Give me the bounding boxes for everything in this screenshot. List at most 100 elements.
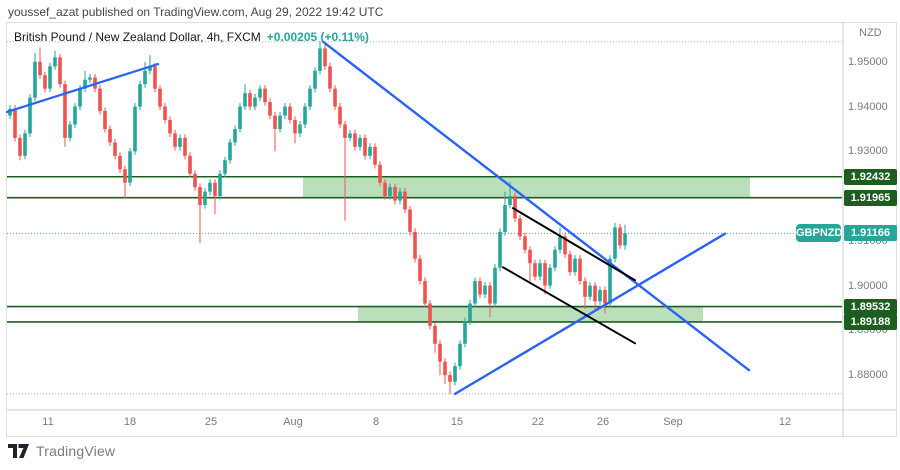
price-label-1.89532: 1.89532 (844, 298, 897, 315)
time-tick-Aug: Aug (283, 416, 303, 428)
candle-body (318, 48, 322, 71)
candle-body (493, 267, 497, 304)
candle-body (373, 146, 377, 165)
candle-body (508, 196, 512, 206)
candle-body (583, 281, 587, 297)
candle-body (308, 88, 312, 107)
candle-body (453, 366, 457, 382)
candle-body (203, 191, 207, 206)
candle-body (348, 133, 352, 138)
candle-body (243, 93, 247, 107)
time-tick-11: 11 (42, 416, 54, 428)
candle-body (533, 263, 537, 277)
candle-body (188, 155, 192, 174)
candle-body (133, 106, 137, 152)
candle-body (338, 106, 342, 125)
time-axis[interactable]: 11 18 25 Aug 8 15 22 26 Sep 12 (6, 410, 897, 437)
candle-body (328, 66, 332, 89)
candle-body (233, 128, 237, 143)
time-tick-12: 12 (778, 416, 792, 428)
candle-body (523, 236, 527, 250)
candle-body (43, 75, 47, 89)
price-label-1.91166: 1.91166 (844, 225, 897, 242)
time-tick-Sep: Sep (663, 416, 683, 428)
candle-body (48, 66, 52, 89)
candle-body (193, 173, 197, 188)
candle-body (528, 249, 532, 264)
candle-body (418, 258, 422, 282)
candle-body (353, 133, 357, 147)
candle-body (123, 169, 127, 183)
footer: TradingView (8, 443, 115, 459)
candle-body (213, 182, 217, 197)
candle-body (153, 66, 157, 89)
time-tick-22: 22 (531, 416, 545, 428)
candle-body (218, 173, 222, 197)
zone-fill-0 (303, 176, 750, 198)
major-descending-blue (321, 40, 751, 372)
candle-body (148, 66, 152, 71)
candle-body (293, 120, 297, 134)
candle-body (548, 267, 552, 286)
price-label-1.92432: 1.92432 (844, 168, 897, 185)
candle-body (433, 325, 437, 344)
candle-body (108, 128, 112, 143)
candle-body (173, 133, 177, 147)
candle-body (368, 146, 372, 156)
candle-body (458, 343, 462, 367)
candle-body (588, 285, 592, 297)
candle-body (608, 258, 612, 304)
candle-body (483, 285, 487, 295)
candle-body (113, 142, 117, 156)
candle-body (473, 281, 477, 304)
candle-body (303, 106, 307, 125)
price-label-1.89188: 1.89188 (844, 313, 897, 330)
candle-body (463, 321, 467, 344)
candle-body (558, 236, 562, 250)
flag-lower-black (502, 266, 636, 345)
candle-body (238, 106, 242, 129)
candle-body (573, 258, 577, 273)
candle-body (343, 124, 347, 138)
candle-body (538, 263, 542, 277)
chart-legend[interactable]: British Pound / New Zealand Dollar, 4h, … (14, 30, 369, 44)
candle-body (423, 281, 427, 304)
candle-body (278, 115, 282, 129)
price-change: +0.00205 (+0.11%) (266, 30, 369, 44)
candle-body (383, 182, 387, 197)
price-axis[interactable]: 1.950001.940001.930001.920001.910001.900… (843, 22, 897, 410)
candle-body (268, 102, 272, 116)
candle-body (143, 70, 147, 85)
ticker-price-tag: GBPNZD (796, 224, 842, 243)
candle-body (33, 61, 37, 98)
candle-body (128, 151, 132, 183)
candle-body (103, 111, 107, 129)
price-tick-1.95000: 1.95000 (848, 55, 888, 68)
candle-body (468, 303, 472, 322)
candle-body (443, 361, 447, 376)
price-tick-1.93000: 1.93000 (848, 145, 888, 158)
candle-body (393, 187, 397, 201)
candle-body (158, 88, 162, 107)
candle-body (183, 137, 187, 156)
tradingview-logo-icon (8, 443, 29, 459)
candle-body (563, 236, 567, 255)
candle-body (438, 343, 442, 362)
zone-fill-1 (358, 306, 703, 322)
candle-body (428, 303, 432, 326)
candle-body (613, 227, 617, 259)
candle-body (198, 187, 202, 206)
candle-body (18, 137, 22, 156)
price-tick-1.90000: 1.90000 (848, 279, 888, 292)
candle-body (593, 285, 597, 302)
candle-body (83, 79, 87, 89)
candle-body (28, 97, 32, 134)
time-tick-25: 25 (204, 416, 218, 428)
candle-body (618, 227, 622, 246)
candle-body (498, 231, 502, 268)
candle-body (138, 84, 142, 107)
price-tick-1.94000: 1.94000 (848, 100, 888, 113)
candle-body (478, 281, 482, 295)
candle-body (88, 77, 92, 80)
